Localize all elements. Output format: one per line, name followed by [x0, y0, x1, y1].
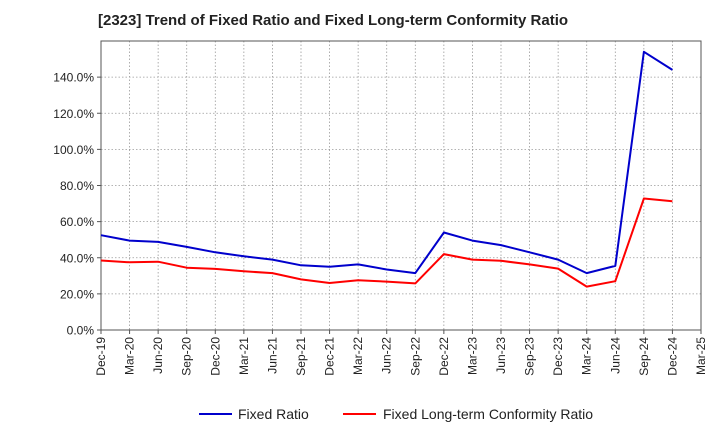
x-tick-label: Dec-21: [323, 337, 337, 376]
plot-area-frame: [100, 40, 702, 331]
y-tick-label: 60.0%: [60, 215, 94, 229]
x-tick-label: Dec-20: [208, 337, 222, 376]
x-tick-label: Dec-19: [94, 337, 108, 376]
x-tick-label: Jun-22: [380, 337, 394, 374]
y-tick-label: 40.0%: [60, 251, 94, 265]
chart-title: [2323] Trend of Fixed Ratio and Fixed Lo…: [98, 12, 569, 29]
y-tick-label: 0.0%: [67, 324, 95, 338]
x-tick-label: Mar-25: [694, 337, 708, 375]
x-tick-label: Jun-23: [494, 337, 508, 374]
x-tick-label: Sep-21: [294, 337, 308, 376]
x-tick-label: Jun-21: [265, 337, 279, 374]
legend-label: Fixed Long-term Conformity Ratio: [383, 406, 593, 422]
y-tick-label: 20.0%: [60, 287, 94, 301]
x-tick-label: Mar-23: [465, 337, 479, 375]
x-tick-label: Jun-24: [608, 337, 622, 374]
x-tick-label: Jun-20: [151, 337, 165, 374]
x-tick-label: Dec-24: [665, 337, 679, 376]
x-tick-label: Sep-22: [408, 337, 422, 376]
x-tick-label: Sep-24: [637, 337, 651, 376]
x-tick-label: Sep-20: [180, 337, 194, 376]
y-tick-label: 140.0%: [53, 71, 94, 85]
x-tick-label: Dec-22: [437, 337, 451, 376]
y-tick-label: 100.0%: [53, 143, 94, 157]
y-tick-label: 80.0%: [60, 179, 94, 193]
x-tick-label: Dec-23: [551, 337, 565, 376]
series-line-fixed-long-term-conformity-ratio: [100, 197, 673, 288]
x-tick-label: Mar-21: [237, 337, 251, 375]
legend-label: Fixed Ratio: [238, 406, 309, 422]
x-tick-label: Mar-24: [580, 337, 594, 375]
y-tick-label: 120.0%: [53, 107, 94, 121]
x-tick-label: Mar-20: [123, 337, 137, 375]
x-tick-label: Mar-22: [351, 337, 365, 375]
x-tick-label: Sep-23: [523, 337, 537, 376]
series-line-fixed-ratio: [100, 50, 673, 275]
